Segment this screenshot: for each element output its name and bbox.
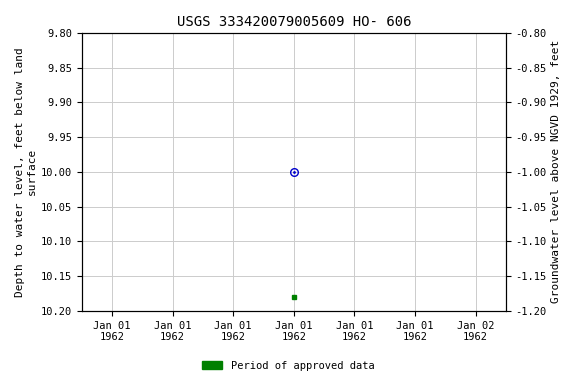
Title: USGS 333420079005609 HO- 606: USGS 333420079005609 HO- 606	[177, 15, 411, 29]
Y-axis label: Groundwater level above NGVD 1929, feet: Groundwater level above NGVD 1929, feet	[551, 40, 561, 303]
Legend: Period of approved data: Period of approved data	[198, 357, 378, 375]
Y-axis label: Depth to water level, feet below land
surface: Depth to water level, feet below land su…	[15, 47, 37, 297]
